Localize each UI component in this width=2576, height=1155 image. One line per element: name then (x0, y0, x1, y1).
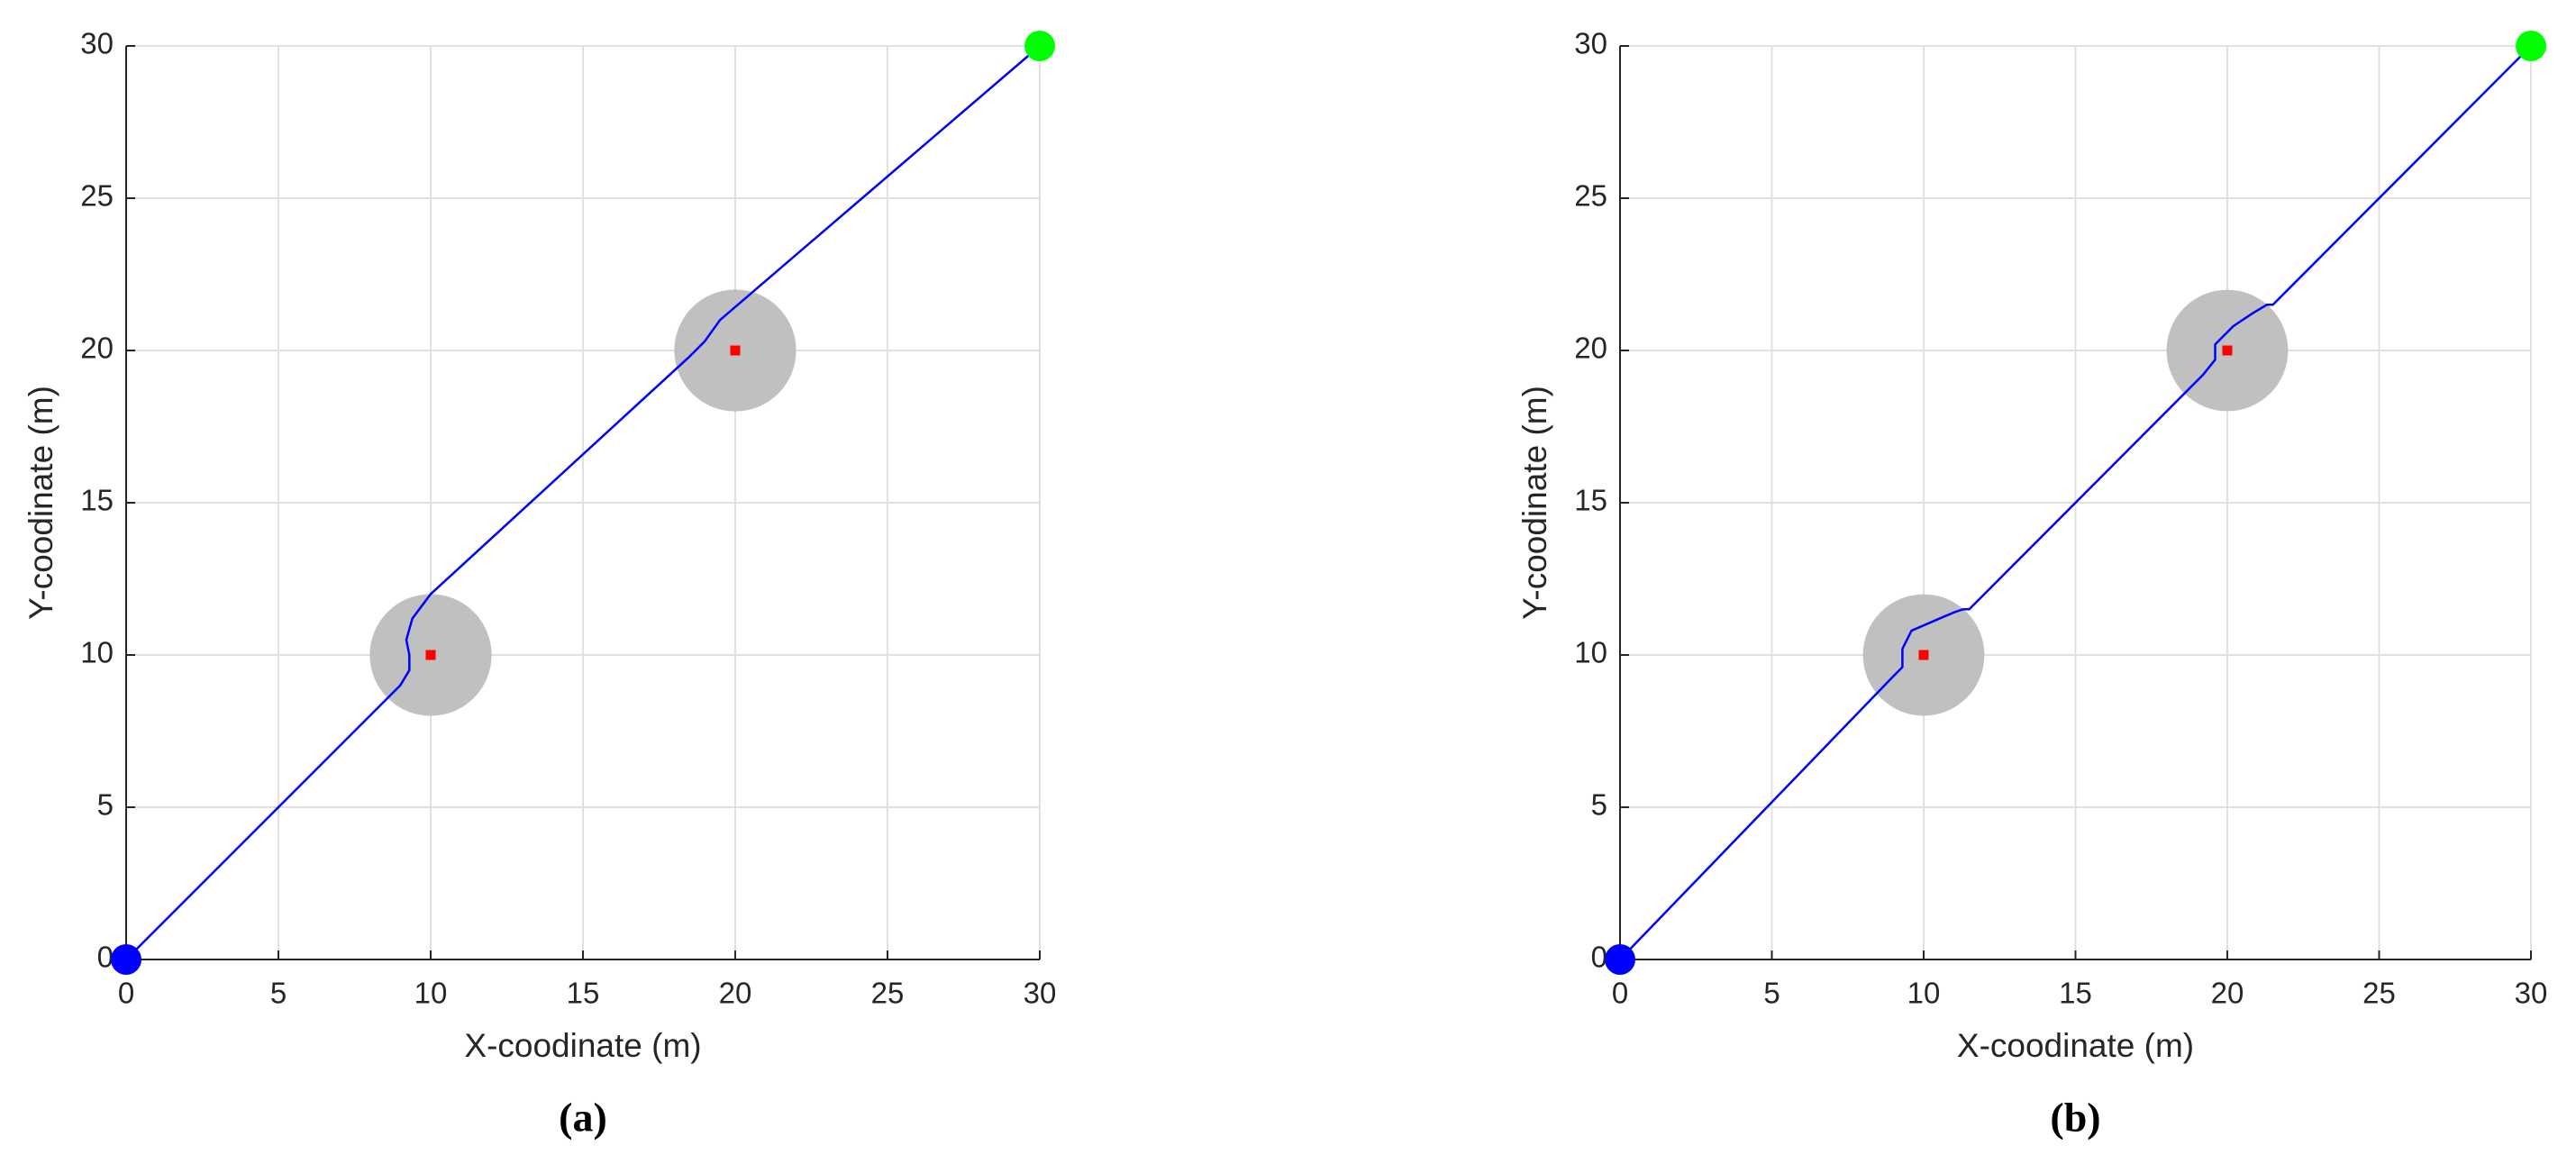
y-tick-label: 10 (1574, 636, 1607, 669)
y-tick-label: 25 (80, 179, 114, 213)
y-axis-label: Y-coodinate (m) (23, 386, 59, 620)
x-tick-label: 25 (871, 977, 905, 1010)
obstacle-center (425, 650, 436, 660)
y-tick-label: 0 (1591, 941, 1607, 974)
obstacle-center (2222, 345, 2233, 356)
y-tick-label: 30 (1574, 27, 1607, 60)
path-line (1619, 45, 2532, 960)
y-tick-label: 20 (1574, 332, 1607, 365)
x-axis-label: X-coodinate (m) (464, 1027, 701, 1064)
waypoint (111, 944, 141, 975)
x-tick-label: 15 (567, 977, 600, 1010)
waypoint (1024, 31, 1055, 61)
y-tick-label: 20 (80, 332, 114, 365)
x-tick-label: 25 (2362, 977, 2396, 1010)
y-tick-label: 25 (1574, 179, 1607, 213)
x-tick-label: 0 (1612, 977, 1628, 1010)
caption: (b) (2050, 1095, 2100, 1141)
x-tick-label: 30 (2515, 977, 2548, 1010)
y-tick-label: 15 (1574, 484, 1607, 517)
waypoint (2516, 31, 2546, 61)
x-tick-label: 0 (118, 977, 134, 1010)
obstacle-center (730, 345, 741, 356)
x-tick-label: 5 (1763, 977, 1780, 1010)
caption: (a) (559, 1095, 607, 1141)
x-axis-label: X-coodinate (m) (1957, 1027, 2194, 1064)
y-tick-label: 10 (80, 636, 114, 669)
x-tick-label: 20 (719, 977, 752, 1010)
y-tick-label: 5 (97, 788, 114, 822)
x-tick-label: 30 (1024, 977, 1057, 1010)
y-tick-label: 5 (1591, 788, 1607, 822)
y-tick-label: 30 (80, 27, 114, 60)
x-tick-label: 5 (270, 977, 287, 1010)
x-tick-label: 10 (1907, 977, 1941, 1010)
x-tick-label: 15 (2059, 977, 2092, 1010)
y-axis-label: Y-coodinate (m) (1516, 386, 1553, 620)
x-tick-label: 10 (414, 977, 448, 1010)
y-tick-label: 0 (97, 941, 114, 974)
obstacle-center (1918, 650, 1929, 660)
x-tick-label: 20 (2211, 977, 2244, 1010)
waypoint (1605, 944, 1635, 975)
y-tick-label: 15 (80, 484, 114, 517)
path-line (125, 45, 1041, 960)
